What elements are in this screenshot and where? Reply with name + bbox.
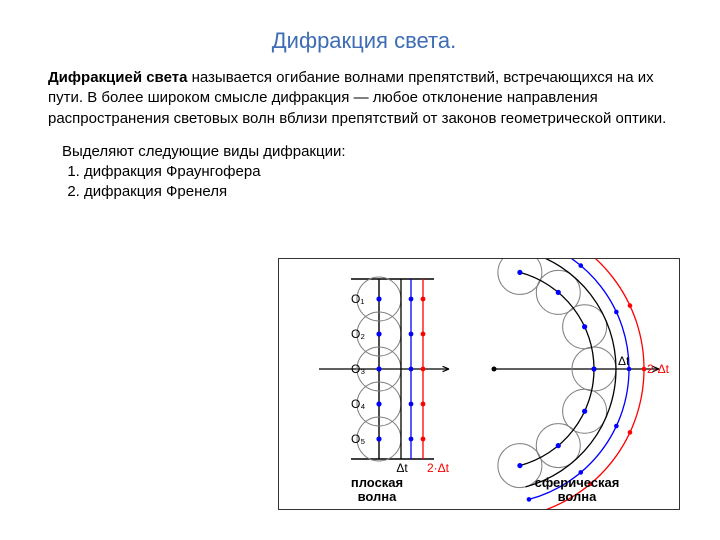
diffraction-figure: O₁O₂O₃O₄O₅Δt2·ΔtплоскаяволнаΔt2·Δtсферич… — [278, 258, 680, 510]
svg-text:O₃: O₃ — [351, 362, 365, 376]
svg-text:2·Δt: 2·Δt — [647, 362, 670, 376]
definition-paragraph: Дифракцией света называется огибание вол… — [48, 68, 672, 129]
svg-text:плоскаяволна: плоскаяволна — [351, 475, 403, 504]
list-item: дифракция Фраунгофера — [84, 162, 680, 182]
svg-text:Δt: Δt — [618, 354, 630, 368]
list-item: дифракция Френеля — [84, 182, 680, 202]
svg-text:сферическаяволна: сферическаяволна — [535, 475, 620, 504]
svg-text:O₅: O₅ — [351, 432, 365, 446]
definition-term: Дифракцией света — [48, 69, 187, 86]
svg-text:2·Δt: 2·Δt — [427, 461, 450, 475]
svg-text:O₂: O₂ — [351, 327, 365, 341]
types-intro: Выделяют следующие виды дифракции: — [62, 143, 680, 160]
types-list: дифракция Фраунгофера дифракция Френеля — [62, 162, 680, 203]
svg-text:Δt: Δt — [396, 461, 408, 475]
svg-text:O₁: O₁ — [351, 292, 364, 306]
svg-text:O₄: O₄ — [351, 397, 365, 411]
page-title: Дифракция света. — [48, 28, 680, 54]
